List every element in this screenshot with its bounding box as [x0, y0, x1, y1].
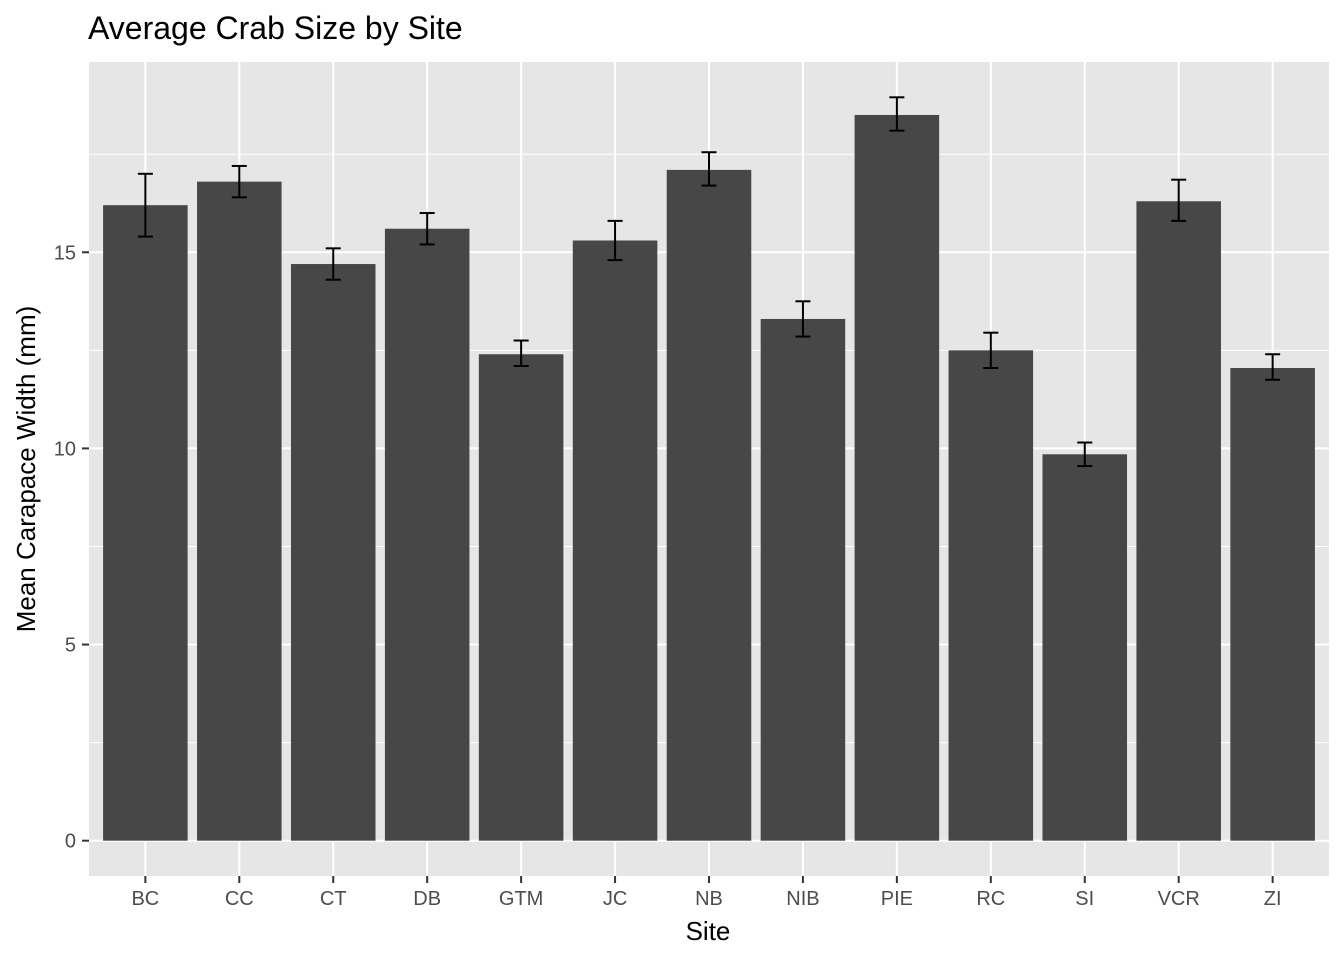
x-tick-label: CT — [320, 888, 347, 910]
y-axis: 0 5 10 15 — [54, 242, 89, 853]
y-tick-label: 5 — [65, 635, 76, 657]
y-tick-label: 15 — [54, 242, 76, 264]
errorbar-nb — [701, 151, 717, 187]
x-tick-label: GTM — [499, 888, 543, 910]
bars — [103, 114, 1315, 841]
x-tick-label: BC — [131, 888, 159, 910]
errorbar-ct — [325, 247, 341, 281]
x-tick-label: JC — [603, 888, 627, 910]
bar-nb — [666, 169, 752, 841]
bar-vcr — [1136, 201, 1221, 841]
x-tick-label: DB — [413, 888, 441, 910]
errorbar-db — [419, 212, 435, 246]
errorbar-rc — [983, 331, 999, 369]
x-tick-label: NIB — [786, 888, 819, 910]
errorbar-zi — [1265, 353, 1281, 381]
x-tick-label: VCR — [1158, 888, 1200, 910]
errorbar-pie — [889, 96, 905, 132]
x-tick-label: NB — [695, 888, 723, 910]
errorbar-nib — [795, 300, 811, 338]
y-tick-label: 10 — [54, 438, 76, 460]
bar-jc — [572, 240, 658, 841]
bar-pie — [854, 114, 940, 841]
y-tick-label: 0 — [65, 831, 76, 853]
x-tick-label: CC — [225, 888, 254, 910]
errorbar-gtm — [513, 339, 529, 368]
bar-zi — [1230, 367, 1315, 841]
chart-title: Average Crab Size by Site — [88, 10, 463, 46]
errorbar-jc — [607, 219, 623, 262]
bar-cc — [197, 181, 282, 841]
errorbar-si — [1077, 441, 1093, 468]
bar-gtm — [478, 354, 564, 841]
error-bars — [137, 96, 1281, 468]
x-axis: BC CC CT DB GTM JC NB NIB PIE RC SI VCR ZI — [131, 876, 1282, 910]
errorbar-cc — [231, 164, 247, 199]
bar-rc — [948, 350, 1034, 841]
bar-si — [1042, 454, 1128, 841]
x-axis-title: Site — [686, 916, 731, 946]
bar-ct — [290, 264, 376, 841]
x-tick-label: RC — [976, 888, 1005, 910]
bar-bc — [103, 205, 188, 841]
bar-db — [384, 228, 470, 841]
x-tick-label: PIE — [881, 888, 913, 910]
x-tick-label: SI — [1075, 888, 1094, 910]
x-tick-label: ZI — [1264, 888, 1282, 910]
errorbar-bc — [137, 172, 153, 238]
errorbar-vcr — [1171, 178, 1187, 222]
y-axis-title: Mean Carapace Width (mm) — [11, 306, 41, 633]
bar-nib — [760, 318, 846, 841]
